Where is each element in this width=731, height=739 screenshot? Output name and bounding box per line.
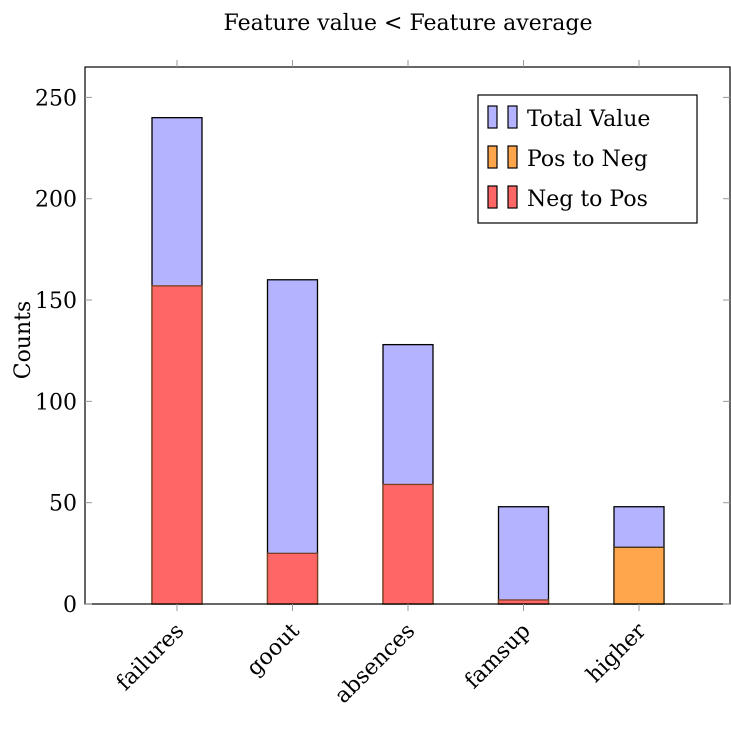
y-tick-label: 200 xyxy=(35,188,77,213)
bar-neg-to-pos-goout xyxy=(266,552,319,605)
legend: Total Value Pos to Neg Neg to Pos xyxy=(477,94,698,224)
legend-label: Total Value xyxy=(527,107,650,132)
x-tick-label: higher xyxy=(582,618,652,688)
legend-swatch xyxy=(487,105,498,129)
y-tick-label: 50 xyxy=(49,492,77,517)
x-tick-label: famsup xyxy=(460,619,535,694)
x-tick-label: failures xyxy=(112,619,189,696)
bar-neg-to-pos-absences xyxy=(382,483,434,605)
bar-neg-to-pos-failures xyxy=(151,285,203,605)
legend-swatch xyxy=(487,145,498,169)
legend-swatch xyxy=(487,185,498,209)
bar-total-value-goout xyxy=(266,279,319,605)
y-tick-label: 100 xyxy=(35,390,77,415)
legend-swatch xyxy=(507,145,518,169)
y-tick-label: 150 xyxy=(35,289,77,314)
y-tick-label: 0 xyxy=(63,593,77,618)
chart-title: Feature value < Feature average xyxy=(224,11,593,36)
x-tick-label: absences xyxy=(330,619,420,709)
bar-pos-to-neg-higher xyxy=(613,546,665,605)
legend-swatch xyxy=(507,105,518,129)
legend-label: Neg to Pos xyxy=(527,187,648,212)
bar-total-value-famsup xyxy=(497,506,550,605)
bar-neg-to-pos-famsup xyxy=(497,599,550,605)
legend-swatch xyxy=(507,185,518,209)
y-tick-label: 250 xyxy=(35,86,77,111)
y-axis-label: Counts xyxy=(11,301,36,380)
x-tick-label: goout xyxy=(242,618,305,681)
legend-label: Pos to Neg xyxy=(527,147,648,172)
